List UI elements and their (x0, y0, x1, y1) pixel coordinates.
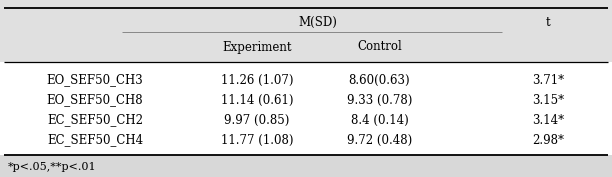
Text: Control: Control (357, 41, 402, 53)
Text: 2.98*: 2.98* (532, 133, 564, 147)
Text: 11.26 (1.07): 11.26 (1.07) (221, 73, 293, 87)
Text: 3.71*: 3.71* (532, 73, 564, 87)
Bar (0, 155, 612, 177)
Text: t: t (545, 16, 550, 28)
Text: 3.14*: 3.14* (532, 113, 564, 127)
Text: EC_SEF50_CH4: EC_SEF50_CH4 (47, 133, 143, 147)
Bar (0, 0, 612, 62)
Text: 11.14 (0.61): 11.14 (0.61) (221, 93, 293, 107)
Text: 8.60(0.63): 8.60(0.63) (349, 73, 410, 87)
Text: EO_SEF50_CH8: EO_SEF50_CH8 (47, 93, 143, 107)
Text: EO_SEF50_CH3: EO_SEF50_CH3 (47, 73, 143, 87)
Text: M(SD): M(SD) (299, 16, 338, 28)
Bar (0, 62, 612, 155)
Text: 3.15*: 3.15* (532, 93, 564, 107)
Text: 9.97 (0.85): 9.97 (0.85) (225, 113, 289, 127)
Text: 8.4 (0.14): 8.4 (0.14) (351, 113, 408, 127)
Text: 11.77 (1.08): 11.77 (1.08) (221, 133, 293, 147)
Text: Experiment: Experiment (222, 41, 292, 53)
Text: *p<.05,**p<.01: *p<.05,**p<.01 (8, 162, 97, 172)
Text: 9.72 (0.48): 9.72 (0.48) (347, 133, 412, 147)
Text: EC_SEF50_CH2: EC_SEF50_CH2 (47, 113, 143, 127)
Text: 9.33 (0.78): 9.33 (0.78) (347, 93, 412, 107)
